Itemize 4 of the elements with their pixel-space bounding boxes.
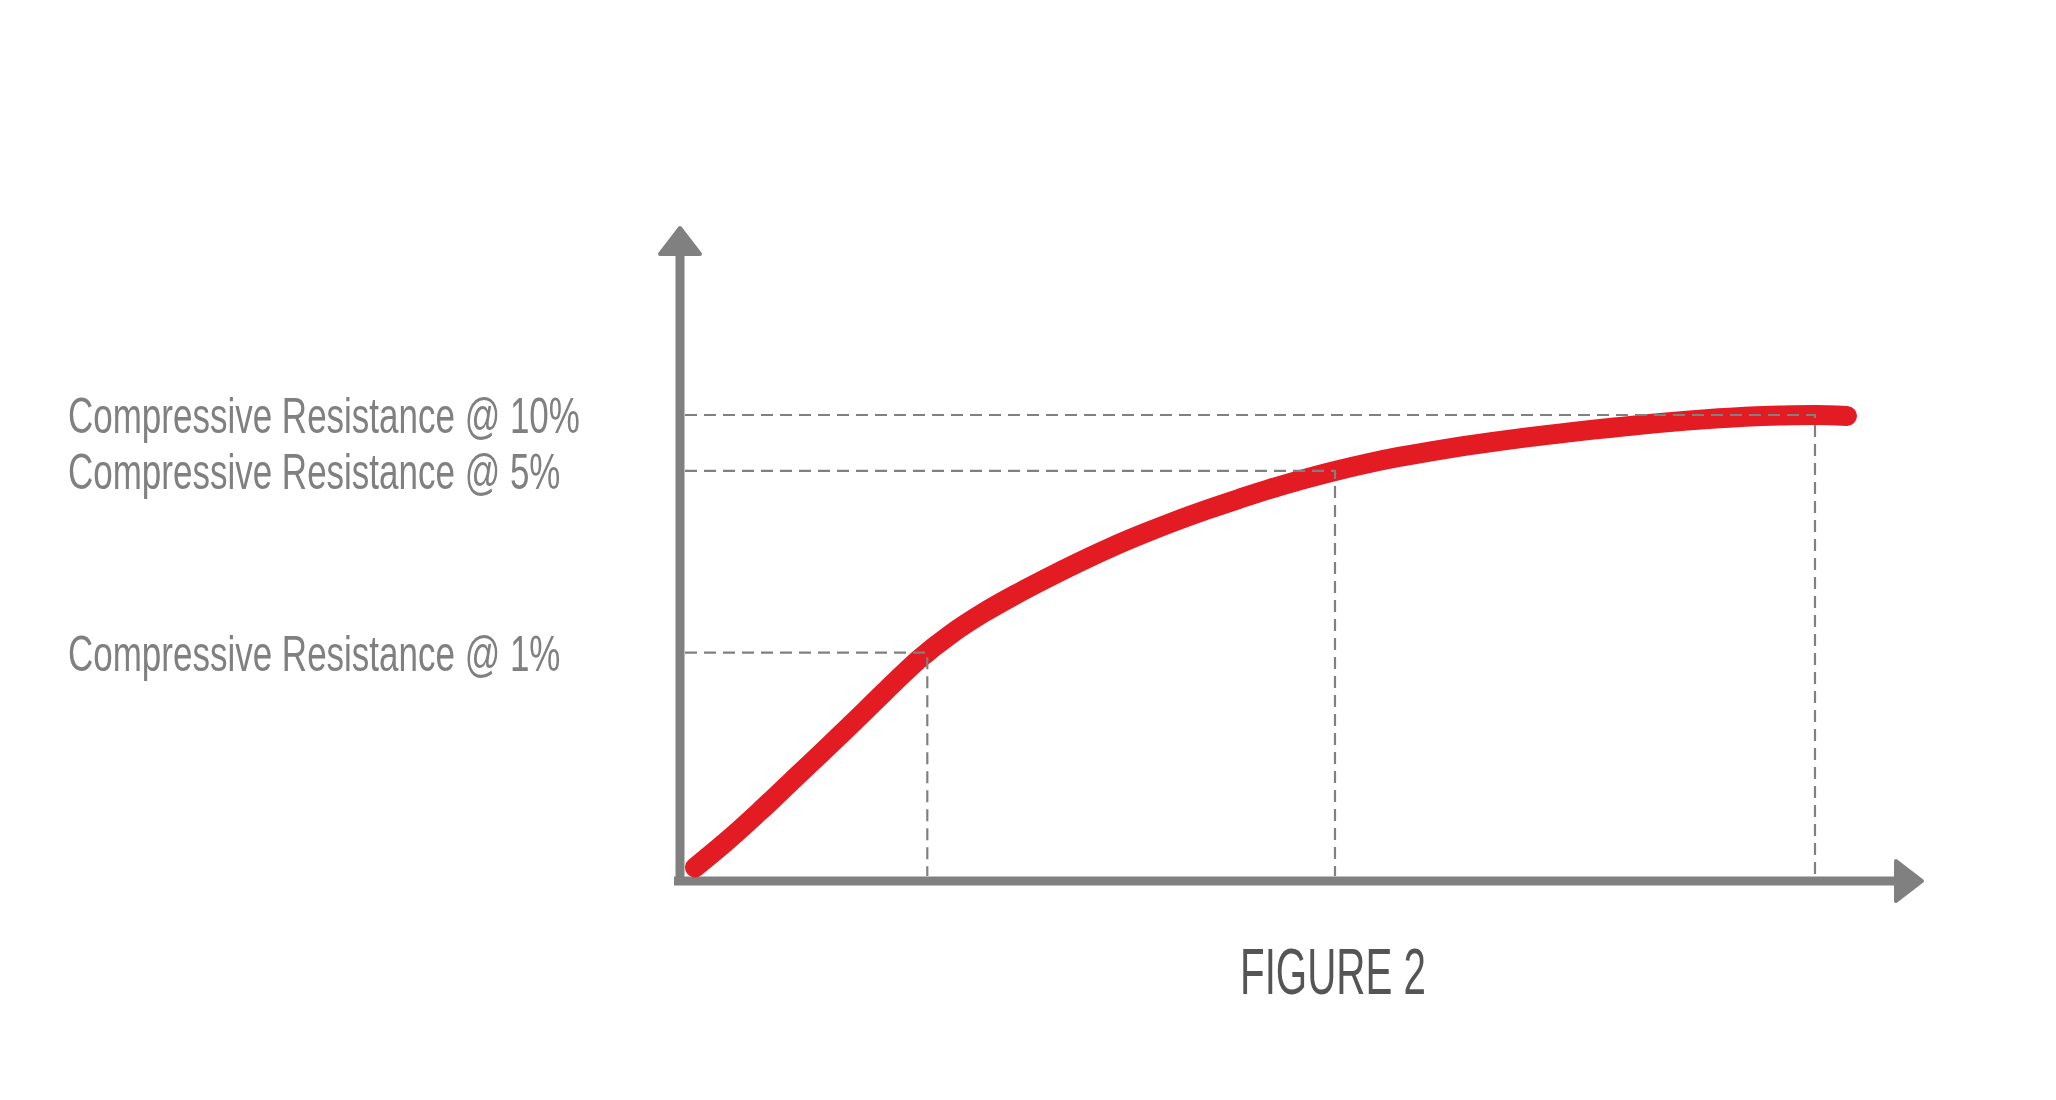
ref-line-label: Compressive Resistance @ 1%	[68, 625, 561, 682]
ref-line-label: Compressive Resistance @ 5%	[68, 443, 561, 500]
text: FIGURE 2	[1240, 936, 1426, 1008]
ref-line-label: Compressive Resistance @ 10%	[68, 387, 580, 444]
